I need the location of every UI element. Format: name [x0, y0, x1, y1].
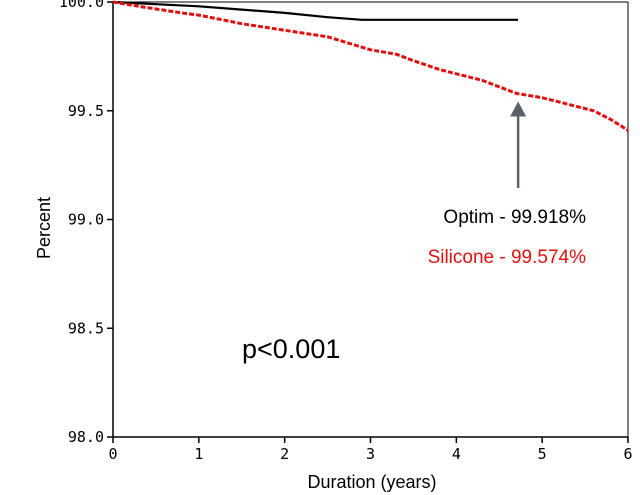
optim-annotation: Optim - 99.918% [443, 207, 586, 228]
x-tick-label: 3 [366, 445, 375, 463]
x-tick-label: 6 [623, 445, 632, 463]
y-tick-label: 100.0 [59, 0, 104, 11]
silicone-annotation: Silicone - 99.574% [428, 247, 587, 268]
x-axis-ticks: 0 1 2 3 4 5 6 [108, 437, 633, 463]
y-tick-label: 99.0 [68, 211, 104, 229]
y-tick-label: 98.0 [68, 428, 104, 446]
annotation-arrow-head [510, 101, 527, 117]
y-axis-label: Percent [34, 197, 54, 259]
series-line-silicone [112, 0, 629, 132]
x-tick-label: 5 [538, 445, 547, 463]
x-tick-label: 4 [452, 445, 461, 463]
x-tick-label: 0 [108, 445, 117, 463]
p-value-annotation: p<0.001 [242, 334, 340, 364]
series-line-optim [112, 0, 519, 21]
y-axis-ticks: 100.0 99.5 99.0 98.5 98.0 [59, 0, 113, 446]
series-layer [112, 0, 629, 132]
x-axis-label: Duration (years) [307, 472, 436, 492]
y-tick-label: 98.5 [68, 319, 104, 337]
y-tick-label: 99.5 [68, 102, 104, 120]
x-tick-label: 1 [194, 445, 203, 463]
x-tick-label: 2 [280, 445, 289, 463]
arrow-layer [510, 101, 527, 188]
